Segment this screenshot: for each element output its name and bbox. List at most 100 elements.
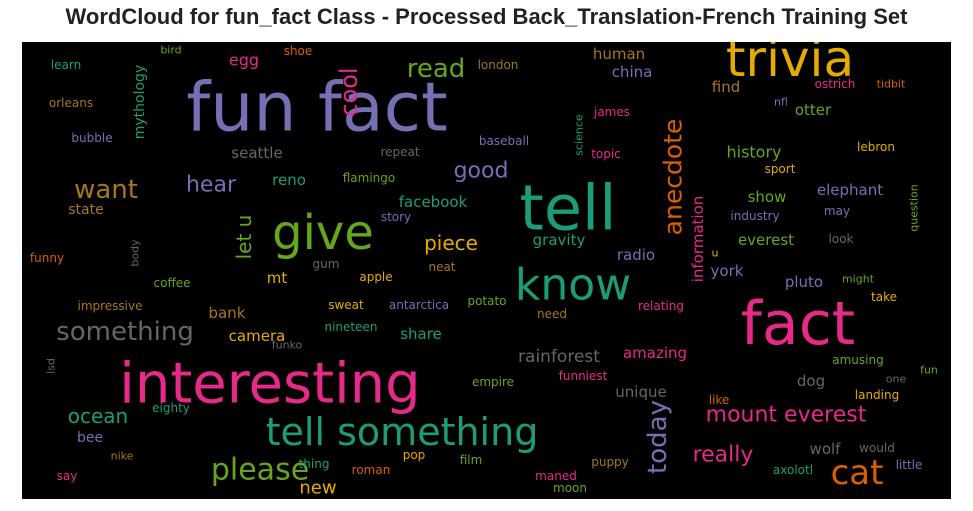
word-like: like xyxy=(709,393,730,407)
chart-title: WordCloud for fun_fact Class - Processed… xyxy=(65,4,908,29)
word-otter: otter xyxy=(795,101,832,119)
word-amazing: amazing xyxy=(623,344,687,362)
word-one: one xyxy=(886,373,907,386)
word-axolotl: axolotl xyxy=(773,463,813,477)
word-empire: empire xyxy=(472,375,514,389)
word-potato: potato xyxy=(467,294,506,308)
word-york: york xyxy=(711,262,744,280)
word-tell-something: tell something xyxy=(266,410,539,454)
word-lsd: lsd xyxy=(45,358,58,374)
word-sport: sport xyxy=(765,162,796,176)
word-might: might xyxy=(842,273,875,286)
word-film: film xyxy=(460,453,483,467)
word-antarctica: antarctica xyxy=(389,298,449,312)
word-know: know xyxy=(515,260,631,311)
word-unique: unique xyxy=(615,383,666,401)
word-piece: piece xyxy=(424,231,478,255)
word-read: read xyxy=(407,54,466,84)
word-let-u: let u xyxy=(232,215,256,260)
word-lebron: lebron xyxy=(857,140,895,154)
word-bank: bank xyxy=(209,304,246,322)
word-good: good xyxy=(454,159,509,184)
word-landing: landing xyxy=(855,388,899,402)
word-repeat: repeat xyxy=(380,145,419,159)
word-tidbit: tidbit xyxy=(877,78,906,91)
word-need: need xyxy=(537,307,567,321)
word-state: state xyxy=(68,202,103,218)
word-gum: gum xyxy=(313,257,340,271)
word-science: science xyxy=(573,114,586,156)
word-new: new xyxy=(299,478,336,499)
word-roman: roman xyxy=(352,463,391,477)
word-mt: mt xyxy=(267,269,288,287)
word-hear: hear xyxy=(186,173,237,198)
word-history: history xyxy=(726,143,781,162)
word-story: story xyxy=(381,210,411,224)
word-may: may xyxy=(824,204,850,218)
wordcloud-canvas: fun fact trivia fact interesting tell know giv… xyxy=(22,42,951,499)
word-question: question xyxy=(908,184,921,232)
word-bird: bird xyxy=(160,44,181,57)
word-really: really xyxy=(693,443,754,468)
word-amusing: amusing xyxy=(832,353,883,367)
word-funny: funny xyxy=(30,251,64,265)
word-body: body xyxy=(129,239,142,267)
word-relating: relating xyxy=(638,299,684,313)
word-neat: neat xyxy=(428,260,455,274)
word-information: information xyxy=(689,196,707,283)
word-fact: fact xyxy=(741,289,855,359)
word-thing: thing xyxy=(299,457,330,471)
word-show: show xyxy=(748,188,787,206)
word-dog: dog xyxy=(797,372,825,390)
word-puppy: puppy xyxy=(591,455,629,469)
word-fun: fun xyxy=(920,364,938,377)
word-today: today xyxy=(643,400,673,474)
word-nfl: nfl xyxy=(774,96,788,109)
word-learn: learn xyxy=(51,58,81,72)
word-mount-everest: mount everest xyxy=(706,403,867,428)
word-baseball: baseball xyxy=(479,134,529,148)
word-elephant: elephant xyxy=(817,181,883,199)
word-egg: egg xyxy=(229,51,259,70)
word-bubble: bubble xyxy=(71,131,112,145)
word-anecdote: anecdote xyxy=(659,119,688,236)
word-everest: everest xyxy=(738,231,794,249)
word-bee: bee xyxy=(77,430,103,446)
word-seattle: seattle xyxy=(231,144,282,162)
word-james: james xyxy=(593,105,630,119)
word-flamingo: flamingo xyxy=(343,171,396,185)
word-ocean: ocean xyxy=(68,404,128,428)
word-cool: cool xyxy=(335,67,363,116)
word-pluto: pluto xyxy=(785,273,823,291)
word-moon: moon xyxy=(553,481,587,495)
word-mythology: mythology xyxy=(132,65,148,139)
word-maned: maned xyxy=(535,469,577,483)
wordcloud-svg: fun fact trivia fact interesting tell know giv… xyxy=(30,42,938,499)
word-tell: tell xyxy=(520,172,617,245)
word-little: little xyxy=(896,458,923,472)
word-london: london xyxy=(478,58,519,72)
word-reno: reno xyxy=(272,171,306,189)
word-funniest: funniest xyxy=(559,369,608,383)
word-nineteen: nineteen xyxy=(324,320,377,334)
word-apple: apple xyxy=(359,270,392,284)
word-nike: nike xyxy=(111,450,134,463)
word-coffee: coffee xyxy=(154,276,191,290)
word-china: china xyxy=(612,63,653,81)
word-sweat: sweat xyxy=(328,298,364,312)
word-human: human xyxy=(593,45,645,63)
word-say: say xyxy=(57,469,78,483)
word-want: want xyxy=(74,175,138,205)
word-facebook: facebook xyxy=(399,193,468,211)
word-wolf: wolf xyxy=(810,440,842,458)
word-industry: industry xyxy=(730,209,779,223)
word-pop: pop xyxy=(403,448,426,462)
word-impressive: impressive xyxy=(77,299,142,313)
word-orleans: orleans xyxy=(49,96,93,110)
word-gravity: gravity xyxy=(533,231,586,249)
word-u: u xyxy=(712,247,719,260)
word-give: give xyxy=(272,205,374,261)
word-take: take xyxy=(871,290,897,304)
word-radio: radio xyxy=(617,246,655,264)
word-look: look xyxy=(829,232,854,246)
